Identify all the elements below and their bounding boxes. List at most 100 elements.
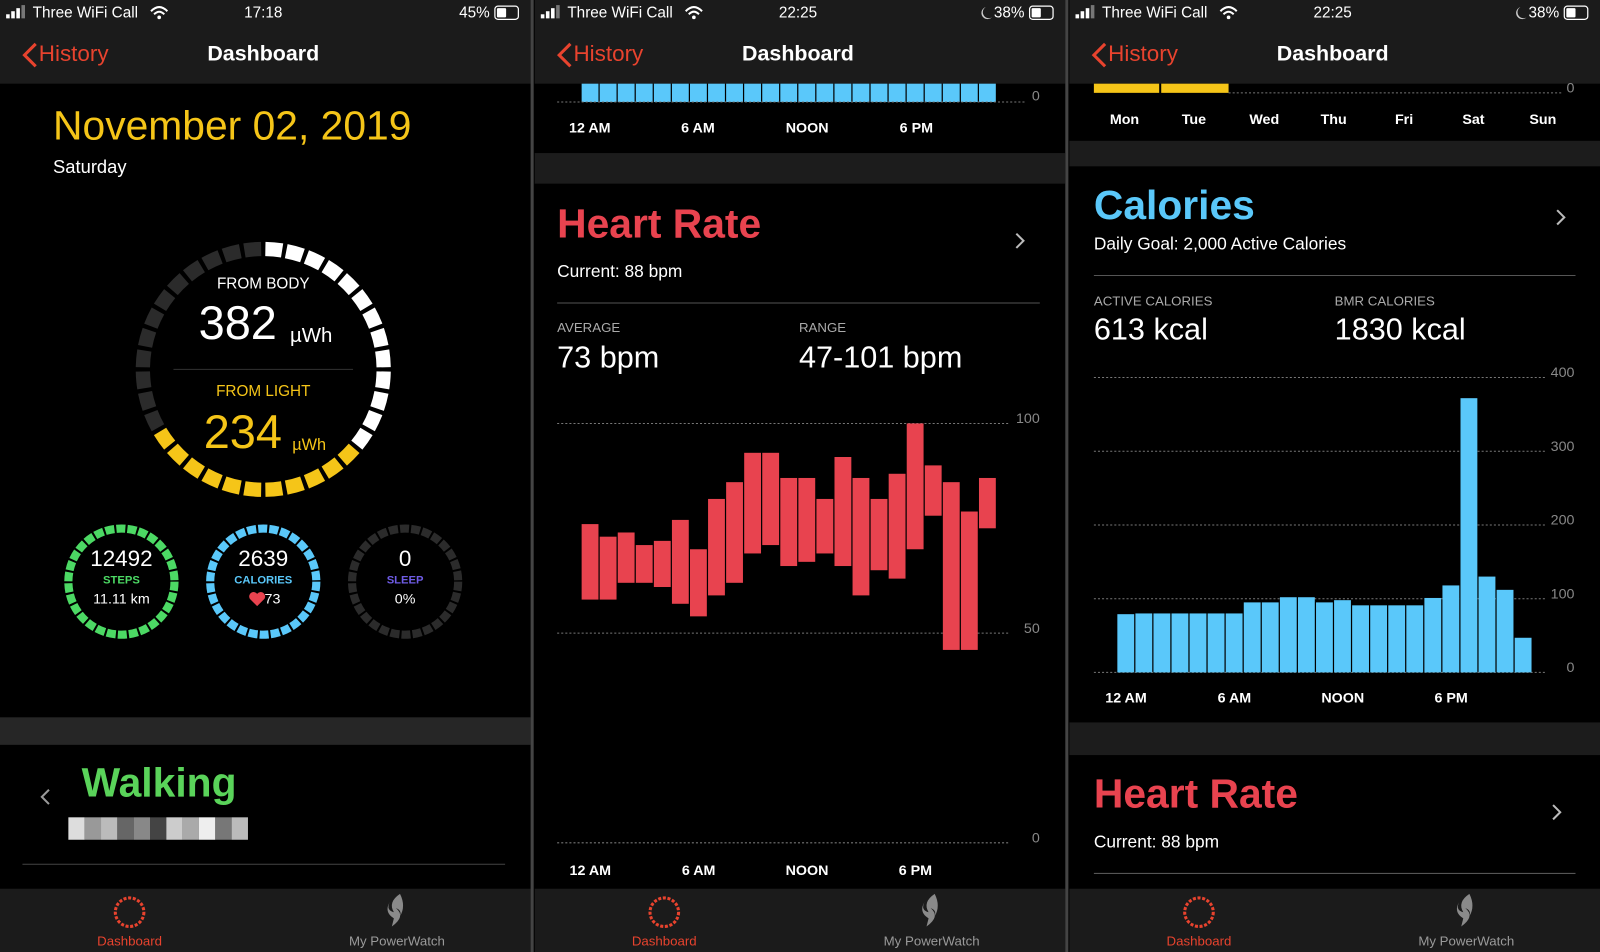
metric-value: 0 — [399, 546, 411, 571]
back-chevron[interactable] — [557, 42, 572, 68]
tab-label[interactable]: My PowerWatch — [884, 933, 980, 948]
bar — [1261, 602, 1279, 673]
tab-icon[interactable] — [1183, 896, 1215, 929]
y-tick-label: 50 — [1024, 621, 1040, 637]
day-label: Fri — [1395, 112, 1413, 128]
clock: 17:18 — [244, 4, 282, 21]
section-title: Heart Rate — [1094, 771, 1298, 817]
back-chevron[interactable] — [1091, 42, 1107, 68]
ring-value: 382 — [199, 297, 277, 349]
moon-icon — [1516, 7, 1527, 20]
tab-icon[interactable] — [648, 896, 681, 929]
heart-icon — [249, 592, 266, 607]
range-bar — [726, 482, 743, 583]
metric-ring — [64, 524, 179, 639]
range-bar — [780, 477, 798, 567]
tab-label[interactable]: Dashboard — [97, 933, 162, 948]
redacted-block — [84, 817, 102, 840]
energy-ring-segment — [375, 371, 391, 390]
redacted-block — [133, 817, 150, 840]
range-bar — [653, 540, 671, 588]
section-separator — [0, 717, 531, 745]
signal-icon — [545, 11, 550, 19]
energy-ring-segment — [221, 476, 242, 495]
tab-icon[interactable] — [113, 896, 146, 929]
detail-chevron[interactable] — [1556, 209, 1566, 226]
signal-icon — [1075, 14, 1080, 19]
tab-icon[interactable] — [922, 893, 938, 927]
ring-unit: µWh — [292, 436, 326, 454]
back-chevron[interactable] — [22, 42, 37, 68]
x-tick-label: 12 AM — [569, 120, 611, 136]
range-bar — [708, 498, 725, 596]
prev-chevron[interactable] — [40, 789, 50, 805]
wifi-icon — [1226, 15, 1231, 20]
bar — [1316, 602, 1333, 673]
bar — [1460, 398, 1478, 673]
current-value: Current: 88 bpm — [1094, 831, 1219, 851]
range-bar — [744, 452, 762, 554]
moon-icon — [981, 7, 992, 20]
range-bar — [852, 477, 870, 596]
battery-icon — [496, 8, 507, 18]
back-button[interactable]: History — [1108, 41, 1179, 66]
bar — [1406, 605, 1424, 673]
back-button[interactable]: History — [573, 41, 644, 66]
energy-ring-segment — [243, 241, 262, 258]
current-value: Current: 88 bpm — [557, 261, 682, 281]
tab-icon[interactable] — [1456, 893, 1473, 927]
screen-divider — [1065, 0, 1069, 952]
tab-label[interactable]: My PowerWatch — [1418, 933, 1514, 948]
day-label: Sat — [1462, 112, 1484, 128]
strip-bar — [1161, 83, 1229, 93]
battery-icon — [1566, 8, 1576, 18]
energy-ring-segment — [375, 349, 391, 368]
tab-label[interactable]: Dashboard — [632, 933, 697, 948]
energy-ring-segment — [303, 250, 326, 271]
y-tick-label: 0 — [1567, 660, 1575, 676]
tab-label[interactable]: My PowerWatch — [349, 933, 445, 948]
x-tick-label: 6 PM — [1434, 691, 1467, 707]
section-title: Heart Rate — [557, 200, 761, 246]
bar — [1225, 613, 1243, 673]
range-bar — [888, 473, 906, 579]
x-tick-label: NOON — [786, 863, 829, 879]
strip-bar — [726, 83, 743, 103]
strip-bar — [852, 83, 870, 103]
tab-label[interactable]: Dashboard — [1167, 933, 1232, 948]
bar — [1297, 597, 1315, 673]
redacted-block — [68, 817, 85, 840]
tab-icon[interactable] — [387, 893, 404, 927]
detail-chevron[interactable] — [1552, 804, 1562, 821]
y-tick-label: 0 — [1032, 89, 1040, 105]
signal-icon — [540, 14, 545, 19]
energy-ring-segment — [351, 289, 373, 312]
x-tick-label: 6 PM — [899, 863, 932, 879]
strip-bar — [581, 83, 599, 103]
signal-icon — [1080, 11, 1085, 19]
redacted-block — [215, 817, 232, 840]
ring-label: FROM BODY — [217, 276, 310, 293]
stat-value: 1830 kcal — [1335, 313, 1466, 347]
goal-text: Daily Goal: 2,000 Active Calories — [1094, 233, 1347, 253]
top-bar — [534, 0, 1066, 84]
x-tick-label: 6 PM — [900, 120, 933, 136]
top-bar — [1069, 0, 1600, 84]
x-tick-label: NOON — [1321, 691, 1364, 707]
energy-ring-segment — [182, 457, 206, 479]
stat-value: 73 bpm — [557, 340, 659, 374]
wifi-icon — [684, 6, 703, 16]
detail-chevron[interactable] — [1015, 232, 1025, 249]
range-bar — [798, 477, 816, 562]
back-button[interactable]: History — [39, 41, 110, 66]
bar — [1189, 613, 1207, 673]
x-tick-label: 6 AM — [1218, 691, 1252, 707]
day-label: Mon — [1110, 112, 1139, 128]
wifi-icon — [692, 15, 696, 20]
x-tick-label: NOON — [786, 120, 829, 136]
signal-icon — [551, 8, 555, 19]
energy-ring-segment — [144, 307, 165, 329]
energy-ring-segment — [167, 443, 190, 466]
clock: 22:25 — [1314, 4, 1352, 21]
bar — [1496, 589, 1514, 673]
